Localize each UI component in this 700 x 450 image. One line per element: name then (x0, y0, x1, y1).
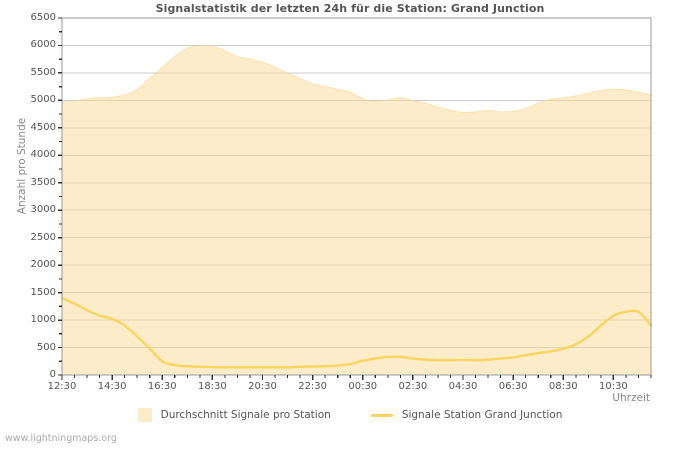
x-tick-label: 12:30 (47, 381, 77, 392)
y-tick-label: 1000 (30, 314, 56, 326)
watermark: www.lightningmaps.org (5, 433, 117, 444)
x-tick-label: 18:30 (197, 381, 227, 392)
legend-item-station-label: Signale Station Grand Junction (401, 409, 563, 421)
legend-area-swatch-icon (137, 408, 152, 422)
x-tick-label: 02:30 (398, 381, 428, 392)
chart-title: Signalstatistik der letzten 24h für die … (155, 2, 545, 15)
y-tick-label: 3500 (30, 176, 56, 188)
x-axis-label: Uhrzeit (612, 392, 650, 404)
chart-legend: Durchschnitt Signale pro Station Signale… (0, 408, 700, 422)
x-tick-label: 16:30 (147, 381, 177, 392)
x-tick-label: 08:30 (548, 381, 578, 392)
y-tick-label: 2500 (30, 231, 56, 243)
legend-item-average-label: Durchschnitt Signale pro Station (160, 409, 331, 421)
legend-item-average[interactable]: Durchschnitt Signale pro Station (137, 408, 331, 422)
y-tick-label: 6500 (30, 12, 56, 23)
y-tick-label: 2000 (30, 259, 56, 271)
y-tick-label: 6000 (30, 39, 56, 51)
y-tick-label: 4000 (30, 149, 56, 161)
x-tick-label: 04:30 (448, 381, 478, 392)
y-tick-label: 5000 (30, 94, 56, 106)
y-tick-label: 0 (49, 369, 56, 380)
x-tick-label: 14:30 (97, 381, 127, 392)
legend-item-station[interactable]: Signale Station Grand Junction (370, 409, 563, 421)
x-tick-label: 20:30 (248, 381, 277, 392)
x-tick-label: 06:30 (498, 381, 528, 392)
y-tick-label: 5500 (30, 66, 56, 78)
x-tick-label: 22:30 (298, 381, 328, 392)
x-tick-label: 00:30 (348, 381, 378, 392)
y-tick-label: 500 (36, 341, 56, 353)
y-tick-label: 1500 (30, 286, 56, 298)
y-tick-label: 3000 (30, 204, 56, 216)
legend-line-swatch-icon (370, 413, 393, 417)
y-tick-label: 4500 (30, 121, 56, 133)
line-series-station (60, 296, 653, 369)
x-tick-label: 10:30 (598, 381, 628, 392)
